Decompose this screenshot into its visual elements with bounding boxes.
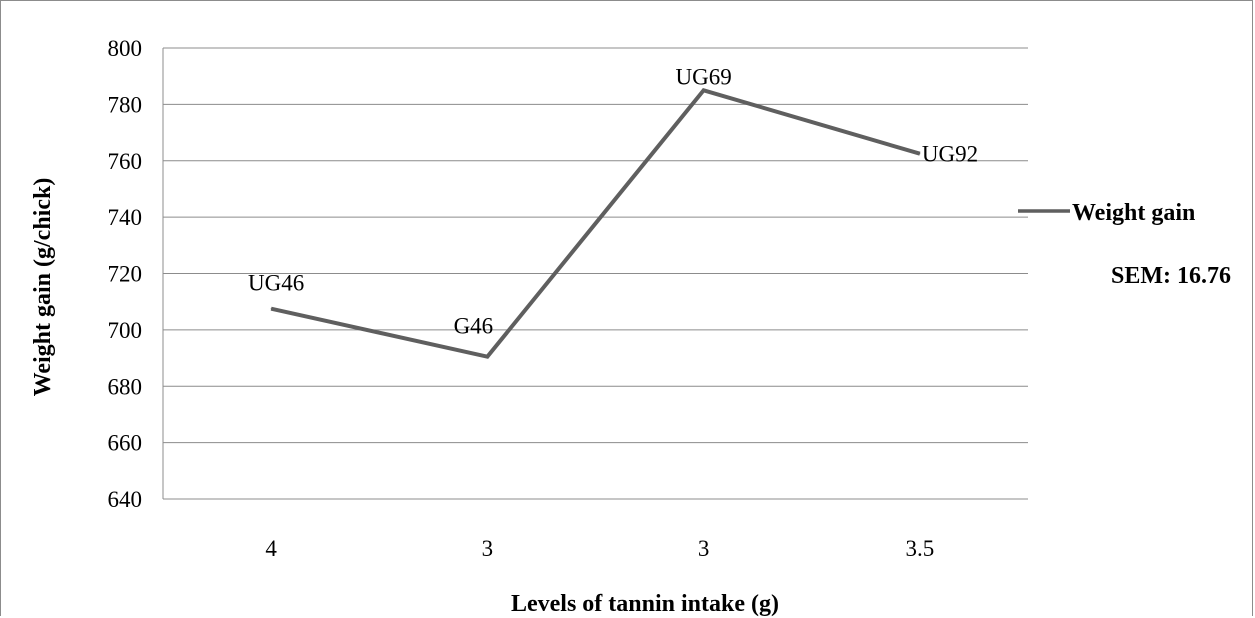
legend-label: Weight gain <box>1072 200 1195 226</box>
point-label: UG69 <box>676 64 732 89</box>
x-axis-title: Levels of tannin intake (g) <box>511 591 779 617</box>
gridlines <box>162 47 1028 500</box>
data-point <box>270 308 272 310</box>
data-point <box>703 89 705 91</box>
point-label: UG92 <box>922 142 978 167</box>
y-tick-label: 720 <box>108 262 143 287</box>
y-tick-label: 640 <box>108 487 143 512</box>
y-tick-label: 700 <box>108 318 143 343</box>
y-tick-labels: 640 660 680 700 720 740 760 780 800 <box>108 36 143 512</box>
point-labels: UG46 G46 UG69 UG92 <box>248 64 978 338</box>
y-tick-label: 800 <box>108 36 143 61</box>
x-tick-labels: 4 3 3 3.5 <box>265 536 934 561</box>
series-line <box>270 87 921 359</box>
point-label: G46 <box>454 314 494 339</box>
data-point <box>486 356 488 358</box>
x-tick-label: 3 <box>698 536 710 561</box>
point-label: UG46 <box>248 271 304 296</box>
y-tick-label: 680 <box>108 374 143 399</box>
x-tick-label: 4 <box>265 536 277 561</box>
y-tick-label: 740 <box>108 205 143 230</box>
series-lines <box>270 87 921 359</box>
y-axis-title: Weight gain (g/chick) <box>30 178 56 397</box>
x-tick-label: 3 <box>482 536 494 561</box>
y-tick-label: 760 <box>108 149 143 174</box>
x-tick-label: 3.5 <box>906 536 935 561</box>
y-tick-label: 780 <box>108 92 143 117</box>
data-point <box>919 153 921 155</box>
y-tick-label: 660 <box>108 431 143 456</box>
sem-annotation: SEM: 16.76 <box>1111 263 1231 289</box>
legend: Weight gain <box>1018 200 1195 226</box>
